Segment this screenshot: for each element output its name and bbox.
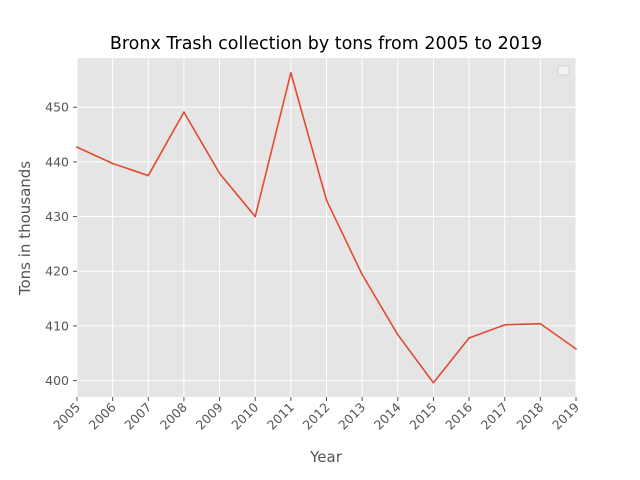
data-point	[290, 71, 292, 74]
data-point	[432, 381, 435, 384]
data-point	[396, 333, 399, 336]
y-tick-label: 410	[45, 318, 69, 333]
x-axis-label: Year	[309, 448, 343, 466]
y-tick-label: 400	[45, 373, 69, 388]
x-tick-label: 2019	[549, 399, 582, 432]
x-tick-label: 2015	[406, 400, 439, 433]
grid-lines	[76, 58, 577, 397]
series-layer	[76, 71, 577, 384]
y-axis-label: Tons in thousands	[16, 161, 34, 296]
x-tick-label: 2014	[371, 399, 404, 432]
legend-box	[557, 65, 570, 76]
x-tick-label: 2017	[478, 400, 511, 433]
data-point	[325, 199, 328, 201]
data-point	[503, 324, 506, 326]
x-tick-label: 2011	[264, 400, 297, 433]
y-tick-label: 450	[45, 100, 69, 115]
x-tick-label: 2018	[513, 399, 546, 432]
x-tick-label: 2006	[86, 399, 119, 432]
data-point	[111, 162, 114, 165]
data-point	[183, 111, 185, 113]
x-tick-label: 2013	[335, 400, 368, 433]
x-tick-label: 2009	[193, 399, 226, 432]
x-tick-label: 2005	[50, 400, 83, 433]
data-point	[254, 215, 257, 218]
x-tick-label: 2007	[121, 400, 154, 433]
x-tick-label: 2008	[157, 399, 190, 432]
data-point	[361, 273, 363, 276]
y-tick-label: 440	[45, 154, 69, 169]
chart-title: Bronx Trash collection by tons from 2005…	[110, 34, 542, 54]
data-point	[76, 146, 78, 148]
data-point	[147, 174, 150, 177]
data-point	[218, 172, 221, 175]
x-tick-label: 2016	[442, 399, 475, 432]
data-point	[539, 322, 542, 325]
data-point	[575, 348, 577, 350]
y-tick-label: 420	[45, 264, 69, 279]
x-tick-label: 2012	[300, 400, 333, 433]
x-tick-label: 2010	[228, 399, 261, 432]
y-tick-label: 430	[45, 209, 69, 224]
data-point	[468, 337, 470, 339]
